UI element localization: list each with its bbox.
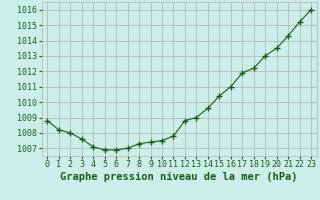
X-axis label: Graphe pression niveau de la mer (hPa): Graphe pression niveau de la mer (hPa) — [60, 172, 298, 182]
